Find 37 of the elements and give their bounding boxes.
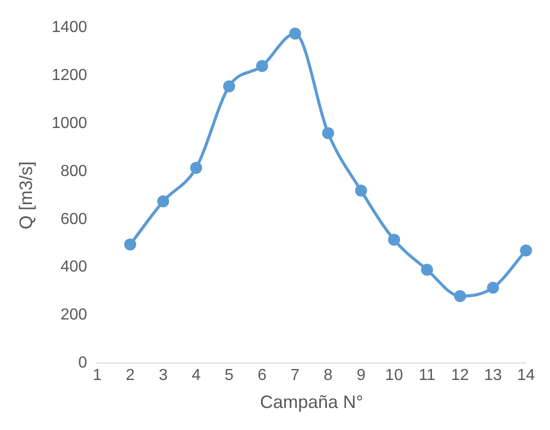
x-tick-label: 11 <box>418 367 436 384</box>
x-tick-label: 5 <box>224 367 234 384</box>
x-tick-label: 4 <box>192 367 201 384</box>
y-tick-label: 0 <box>78 354 88 372</box>
point <box>289 28 302 40</box>
x-tick-label: 9 <box>356 367 366 384</box>
y-tick-label: 400 <box>60 258 88 276</box>
point <box>256 60 268 72</box>
x-tick-label: 1 <box>92 367 102 384</box>
x-tick-label: 12 <box>451 367 470 384</box>
y-tick-label: 1400 <box>52 19 88 36</box>
point <box>223 80 236 92</box>
y-axis-title: Q [m3/s] <box>16 161 36 230</box>
point <box>487 282 500 294</box>
point <box>520 244 532 257</box>
x-tick-label: 3 <box>158 367 168 384</box>
y-tick-label: 1200 <box>52 66 88 84</box>
point <box>190 162 202 174</box>
y-tick-label: 600 <box>60 210 88 228</box>
point <box>322 127 334 140</box>
point <box>454 290 466 302</box>
x-tick-label: 14 <box>517 367 535 384</box>
point <box>157 195 170 208</box>
x-tick-label: 8 <box>324 367 333 384</box>
x-tick-label: 7 <box>290 367 300 384</box>
x-tick-label: 10 <box>385 367 404 384</box>
point <box>355 184 368 197</box>
point <box>388 234 400 246</box>
point <box>421 264 434 276</box>
x-tick-label: 2 <box>126 367 135 384</box>
y-tick-label: 200 <box>60 306 88 324</box>
x-tick-label: 13 <box>484 367 502 384</box>
x-tick-label: 6 <box>258 367 267 384</box>
y-tick-label: 800 <box>60 162 88 180</box>
point <box>124 238 136 251</box>
y-tick-label: 1000 <box>52 114 88 132</box>
x-axis-title: Campaña N° <box>260 392 364 412</box>
